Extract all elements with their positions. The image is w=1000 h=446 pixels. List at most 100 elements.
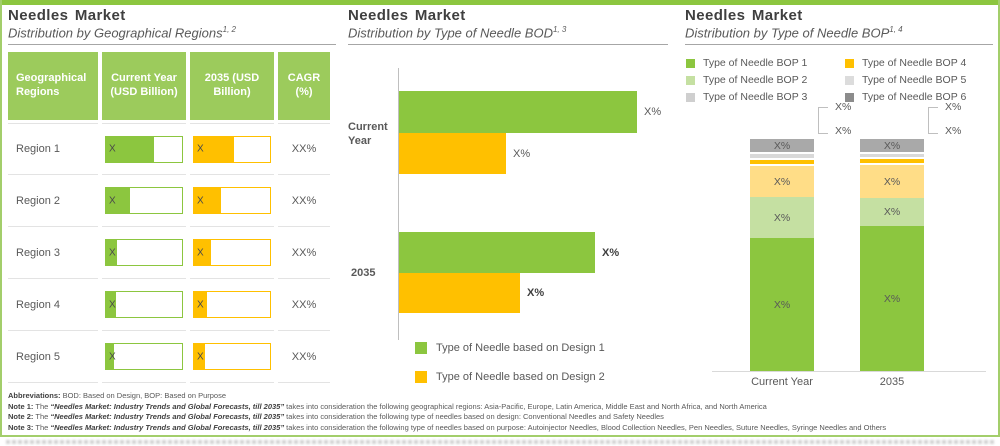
left-border: [0, 0, 2, 437]
segment-bop2: X%: [860, 198, 924, 226]
legend-swatch: [845, 92, 854, 102]
bar-fill: [399, 232, 595, 273]
callout-value: X%: [945, 125, 962, 137]
table-row: Region 5 X X XX%: [8, 331, 330, 383]
segment-bop6: X%: [860, 139, 924, 152]
panel-bop-header: Needles Market Distribution by Type of N…: [685, 7, 993, 46]
bar-value: X: [109, 195, 116, 206]
x-axis-label-2035: 2035: [879, 376, 905, 388]
legend-swatch-green: [415, 342, 427, 354]
stacked-bar-current-year: X% X% X% X%: [750, 139, 814, 371]
panel-bop-title: Needles Market: [685, 7, 803, 24]
table-row: Region 4 X X XX%: [8, 279, 330, 331]
panel-regions-header: Needles Market Distribution by Geographi…: [8, 7, 336, 46]
bar-fill: [194, 292, 207, 317]
callout-bracket: [928, 107, 938, 134]
column-header-2035: 2035 (USD Billion): [190, 52, 274, 120]
footnote-ref: 1, 2: [222, 25, 236, 34]
forecast-bar: X: [193, 239, 271, 266]
callout-value: X%: [945, 101, 962, 113]
panel-bod-header: Needles Market Distribution by Type of N…: [348, 7, 668, 46]
top-accent-bar: [0, 0, 1000, 5]
category-label-2035: 2035: [351, 267, 376, 279]
segment-bop6: X%: [750, 139, 814, 152]
bar-fill: [106, 136, 154, 162]
abbreviations-line: Abbreviations: BOD: Based on Design, BOP…: [8, 391, 227, 400]
note-line: Note 2: The “Needles Market: Industry Tr…: [8, 412, 664, 421]
bar-fill: [399, 133, 506, 174]
segment-bop1: X%: [750, 238, 814, 371]
region-label: Region 2: [8, 175, 98, 227]
bar-value-label: X%: [602, 246, 620, 259]
bar-fill: [106, 292, 116, 317]
x-axis-line: [712, 371, 986, 372]
bar-fill: [399, 91, 637, 133]
legend-item-bop2: Type of Needle BOP 2: [686, 74, 845, 86]
forecast-bar: X: [193, 187, 271, 214]
current-year-bar: X: [105, 343, 183, 370]
footnote-ref: 1, 4: [889, 25, 903, 34]
note-line: Note 1: The “Needles Market: Industry Tr…: [8, 401, 767, 411]
right-border: [998, 0, 1000, 437]
cagr-value: XX%: [278, 279, 330, 331]
bar-fill: [106, 344, 114, 369]
region-label: Region 4: [8, 279, 98, 331]
table-row: Region 3 X X XX%: [8, 227, 330, 279]
segment-bop5: [750, 154, 814, 158]
table-row: Region 2 X X XX%: [8, 175, 330, 227]
footnote-ref: 1, 3: [552, 25, 567, 34]
cagr-value: XX%: [278, 331, 330, 383]
bar-value: X: [197, 195, 204, 206]
column-header-regions: Geographical Regions: [8, 52, 98, 120]
current-year-bar: X: [105, 291, 183, 318]
category-label-current-year: Current Year: [348, 121, 388, 148]
bar-current-year-design2: X%: [399, 133, 530, 174]
bar-current-year-design1: X%: [399, 91, 661, 133]
legend-item-bop4: Type of Needle BOP 4: [845, 57, 992, 69]
segment-bop5: [860, 154, 924, 157]
segment-bop3: X%: [860, 165, 924, 198]
cagr-value: XX%: [278, 123, 330, 175]
panel-regions-subtitle: Distribution by Geographical Regions1, 2: [8, 25, 236, 41]
bar-value: X: [197, 351, 204, 362]
cagr-value: XX%: [278, 227, 330, 279]
blurred-footer-text: [6, 440, 994, 444]
segment-bop3: X%: [750, 166, 814, 197]
table-header-row: Geographical Regions Current Year (USD B…: [8, 52, 330, 120]
legend-label: Type of Needle based on Design 1: [436, 342, 605, 354]
legend-item-bop3: Type of Needle BOP 3: [686, 91, 845, 103]
bar-value: X: [109, 143, 116, 155]
segment-bop4: [750, 160, 814, 164]
bottom-border: [0, 435, 1000, 437]
region-label: Region 3: [8, 227, 98, 279]
bar-value-label: X%: [527, 287, 545, 299]
panel-regions-title: Needles Market: [8, 7, 126, 24]
footnotes: Abbreviations: BOD: Based on Design, BOP…: [8, 391, 992, 433]
column-header-current-year: Current Year (USD Billion): [102, 52, 186, 120]
bar-fill: [106, 188, 131, 213]
column-header-cagr: CAGR (%): [278, 52, 330, 120]
panel-bod-subtitle: Distribution by Type of Needle BOD1, 3: [348, 25, 567, 41]
bar-value-label: X%: [644, 106, 662, 118]
y-axis-line: [398, 68, 399, 340]
x-axis-label-current-year: Current Year: [751, 376, 813, 388]
bar-2035-design1: X%: [399, 232, 619, 273]
bar-value-label: X%: [513, 147, 531, 160]
bar-fill: [194, 344, 205, 369]
legend-swatch: [686, 58, 695, 68]
callout-value: X%: [835, 125, 852, 137]
panel-bop-subtitle: Distribution by Type of Needle BOP1, 4: [685, 25, 903, 41]
forecast-bar: X: [193, 343, 271, 370]
bop-legend: Type of Needle BOP 1 Type of Needle BOP …: [686, 57, 992, 103]
legend-item-bop6: Type of Needle BOP 6: [845, 91, 992, 103]
segment-bop2: X%: [750, 197, 814, 238]
bar-value: X: [197, 299, 204, 310]
forecast-bar: X: [193, 291, 271, 318]
bar-fill: [194, 188, 222, 213]
table-body: Region 1 X X XX% Region 2 X X XX% Region…: [8, 123, 330, 383]
legend-swatch: [845, 75, 854, 85]
bar-value: X: [109, 299, 116, 310]
table-row: Region 1 X X XX%: [8, 123, 330, 175]
region-label: Region 1: [8, 123, 98, 175]
